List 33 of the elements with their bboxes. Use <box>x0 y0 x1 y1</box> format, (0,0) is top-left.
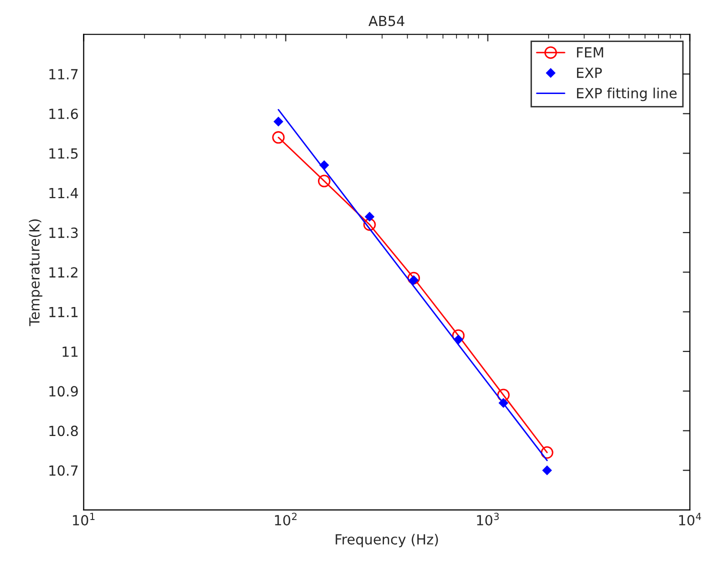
legend-label: EXP <box>577 68 602 78</box>
chart-title: AB54 <box>368 16 404 26</box>
point <box>452 329 465 342</box>
x-axis-title: Frequency (Hz) <box>336 534 438 548</box>
point <box>363 218 376 231</box>
point <box>497 388 510 402</box>
y-tick-label: 11.5 <box>49 148 78 159</box>
point <box>409 275 418 285</box>
y-tick-label: 11.2 <box>49 267 78 278</box>
x-tick-label: 10$^{4}$ <box>679 512 702 526</box>
x-tick-label: 10$^{1}$ <box>72 512 95 526</box>
y-tick-label: 11 <box>62 346 78 357</box>
x-tick-label: 10$^{3}$ <box>477 512 499 526</box>
y-tick-label: 11.3 <box>49 228 78 238</box>
point <box>542 466 552 475</box>
point <box>274 116 284 126</box>
legend-label: EXP fitting line <box>577 88 677 102</box>
y-tick-label: 10.8 <box>49 426 78 436</box>
point <box>454 334 463 344</box>
y-tick-label: 10.9 <box>49 386 78 397</box>
point <box>407 272 420 284</box>
x-tick-label: 10$^{2}$ <box>275 512 297 526</box>
y-tick-label: 11.6 <box>49 108 78 120</box>
y-tick-label: 11.7 <box>49 69 78 80</box>
legend-label: FEM <box>577 47 604 58</box>
y-tick-label: 11.1 <box>49 306 78 318</box>
y-axis-title: Temperature(K) <box>28 219 42 326</box>
point <box>540 446 554 459</box>
y-tick-label: 11.4 <box>49 188 78 198</box>
y-tick-label: 10.7 <box>49 465 78 476</box>
point <box>318 174 330 188</box>
point <box>272 131 285 144</box>
point <box>364 212 374 222</box>
